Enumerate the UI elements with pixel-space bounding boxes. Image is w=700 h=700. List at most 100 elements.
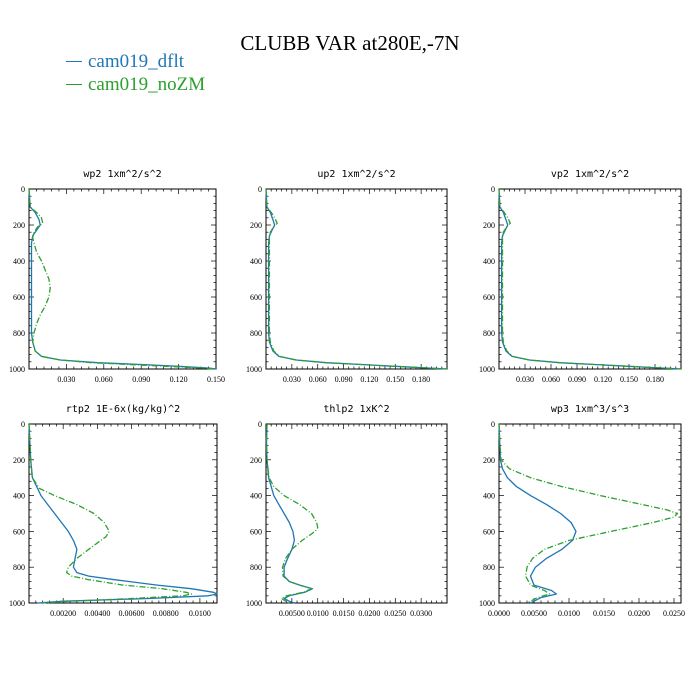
series-line-dflt — [28, 423, 218, 604]
y-tick-label: 600 — [13, 527, 25, 536]
plot-frame — [28, 188, 217, 370]
x-tick-label: 0.030 — [57, 375, 75, 384]
y-tick-label: 200 — [13, 221, 25, 230]
plot-frame — [265, 188, 448, 370]
x-tick-label: 0.030 — [516, 375, 534, 384]
legend-label-dflt: cam019_dflt — [88, 51, 185, 72]
series-line-dflt — [498, 423, 577, 604]
series-line-dflt — [28, 188, 217, 370]
y-tick-label: 400 — [483, 257, 495, 266]
panel-3: vp2 1xm^2/s^2 0 200 400 600 800 1000 0.030 0.060… — [479, 169, 682, 384]
series-line-dflt — [265, 423, 314, 604]
y-tick-label: 800 — [483, 329, 495, 338]
y-tick-label: 600 — [483, 527, 495, 536]
y-tick-label: 1000 — [246, 599, 262, 608]
legend-item-nozm: cam019_noZM — [66, 73, 205, 96]
y-tick-label: 600 — [483, 293, 495, 302]
series-line-nozm — [498, 423, 679, 604]
series-line-nozm — [28, 423, 193, 604]
x-tick-label: 0.0250 — [384, 609, 406, 618]
plot-frame — [498, 188, 682, 370]
y-tick-label: 1000 — [479, 599, 495, 608]
x-tick-label: 0.120 — [170, 375, 188, 384]
panel-2: up2 1xm^2/s^2 0 200 400 600 800 1000 0.030 0.060… — [246, 169, 448, 384]
x-tick-label: 0.0300 — [410, 609, 432, 618]
legend-swatch-dflt — [66, 61, 82, 62]
y-tick-label: 0 — [258, 185, 262, 194]
y-tick-label: 800 — [483, 563, 495, 572]
y-tick-label: 400 — [250, 492, 262, 501]
x-tick-label: 0.180 — [646, 375, 664, 384]
x-tick-label: 0.150 — [620, 375, 638, 384]
y-tick-label: 0 — [491, 185, 495, 194]
x-tick-label: 0.0100 — [558, 609, 580, 618]
panel-title: wp2 1xm^2/s^2 — [83, 169, 161, 180]
y-tick-label: 0 — [258, 420, 262, 429]
y-tick-label: 400 — [13, 492, 25, 501]
x-tick-label: 0.0100 — [189, 609, 211, 618]
x-tick-label: 0.00400 — [84, 609, 110, 618]
legend-item-dflt: cam019_dflt — [66, 50, 205, 73]
x-tick-label: 0.150 — [386, 375, 404, 384]
y-tick-label: 200 — [13, 456, 25, 465]
y-tick-label: 0 — [491, 420, 495, 429]
series-line-nozm — [28, 188, 214, 370]
x-tick-label: 0.0200 — [628, 609, 650, 618]
x-tick-label: 0.0250 — [663, 609, 685, 618]
x-tick-label: 0.00800 — [153, 609, 179, 618]
y-tick-label: 800 — [250, 563, 262, 572]
legend: cam019_dflt cam019_noZM — [66, 50, 205, 96]
legend-label-nozm: cam019_noZM — [88, 74, 206, 95]
x-tick-label: 0.090 — [335, 375, 353, 384]
x-tick-label: 0.00500 — [521, 609, 547, 618]
y-tick-label: 400 — [250, 257, 262, 266]
x-tick-label: 0.0150 — [593, 609, 615, 618]
y-tick-label: 0 — [21, 185, 25, 194]
x-tick-label: 0.180 — [412, 375, 430, 384]
chart-title: CLUBB VAR at280E,-7N — [240, 31, 460, 55]
y-tick-label: 0 — [21, 420, 25, 429]
panel-title: up2 1xm^2/s^2 — [317, 169, 395, 180]
x-tick-label: 0.030 — [283, 375, 301, 384]
x-tick-label: 0.060 — [542, 375, 560, 384]
series-line-nozm — [265, 188, 448, 370]
x-tick-label: 0.00200 — [50, 609, 76, 618]
y-tick-label: 400 — [483, 492, 495, 501]
series-line-dflt — [498, 188, 682, 370]
panel-title: vp2 1xm^2/s^2 — [551, 169, 629, 180]
x-tick-label: 0.0000 — [488, 609, 510, 618]
y-tick-label: 1000 — [9, 599, 25, 608]
y-tick-label: 800 — [250, 329, 262, 338]
panel-4: rtp2 1E-6x(kg/kg)^2 0 200 400 600 800 1000 0.00… — [9, 404, 218, 618]
panel-title: thlp2 1xK^2 — [323, 404, 389, 415]
y-tick-label: 1000 — [479, 365, 495, 374]
y-tick-label: 800 — [13, 563, 25, 572]
y-tick-label: 200 — [250, 221, 262, 230]
panel-5: thlp2 1xK^2 0 200 400 600 800 1000 0.00500 0.010… — [246, 404, 448, 618]
x-tick-label: 0.0200 — [358, 609, 380, 618]
x-tick-label: 0.00600 — [119, 609, 145, 618]
x-tick-label: 0.00500 — [279, 609, 305, 618]
panel-title: rtp2 1E-6x(kg/kg)^2 — [66, 404, 180, 415]
panel-title: wp3 1xm^3/s^3 — [551, 404, 629, 415]
plot-frame — [28, 423, 218, 604]
plot-frame — [265, 423, 448, 604]
x-tick-label: 0.090 — [568, 375, 586, 384]
y-tick-label: 1000 — [9, 365, 25, 374]
x-tick-label: 0.0100 — [307, 609, 329, 618]
y-tick-label: 600 — [250, 293, 262, 302]
x-tick-label: 0.0150 — [333, 609, 355, 618]
x-tick-label: 0.120 — [594, 375, 612, 384]
y-tick-label: 200 — [250, 456, 262, 465]
panel-1: wp2 1xm^2/s^2 0 200 400 600 800 1000 0.030 0.060… — [9, 169, 225, 384]
series-line-nozm — [265, 423, 319, 604]
x-tick-label: 0.120 — [360, 375, 378, 384]
series-line-dflt — [265, 188, 448, 370]
plot-frame — [498, 423, 682, 604]
y-tick-label: 200 — [483, 456, 495, 465]
y-tick-label: 1000 — [246, 365, 262, 374]
y-tick-label: 200 — [483, 221, 495, 230]
legend-swatch-nozm — [66, 84, 82, 85]
